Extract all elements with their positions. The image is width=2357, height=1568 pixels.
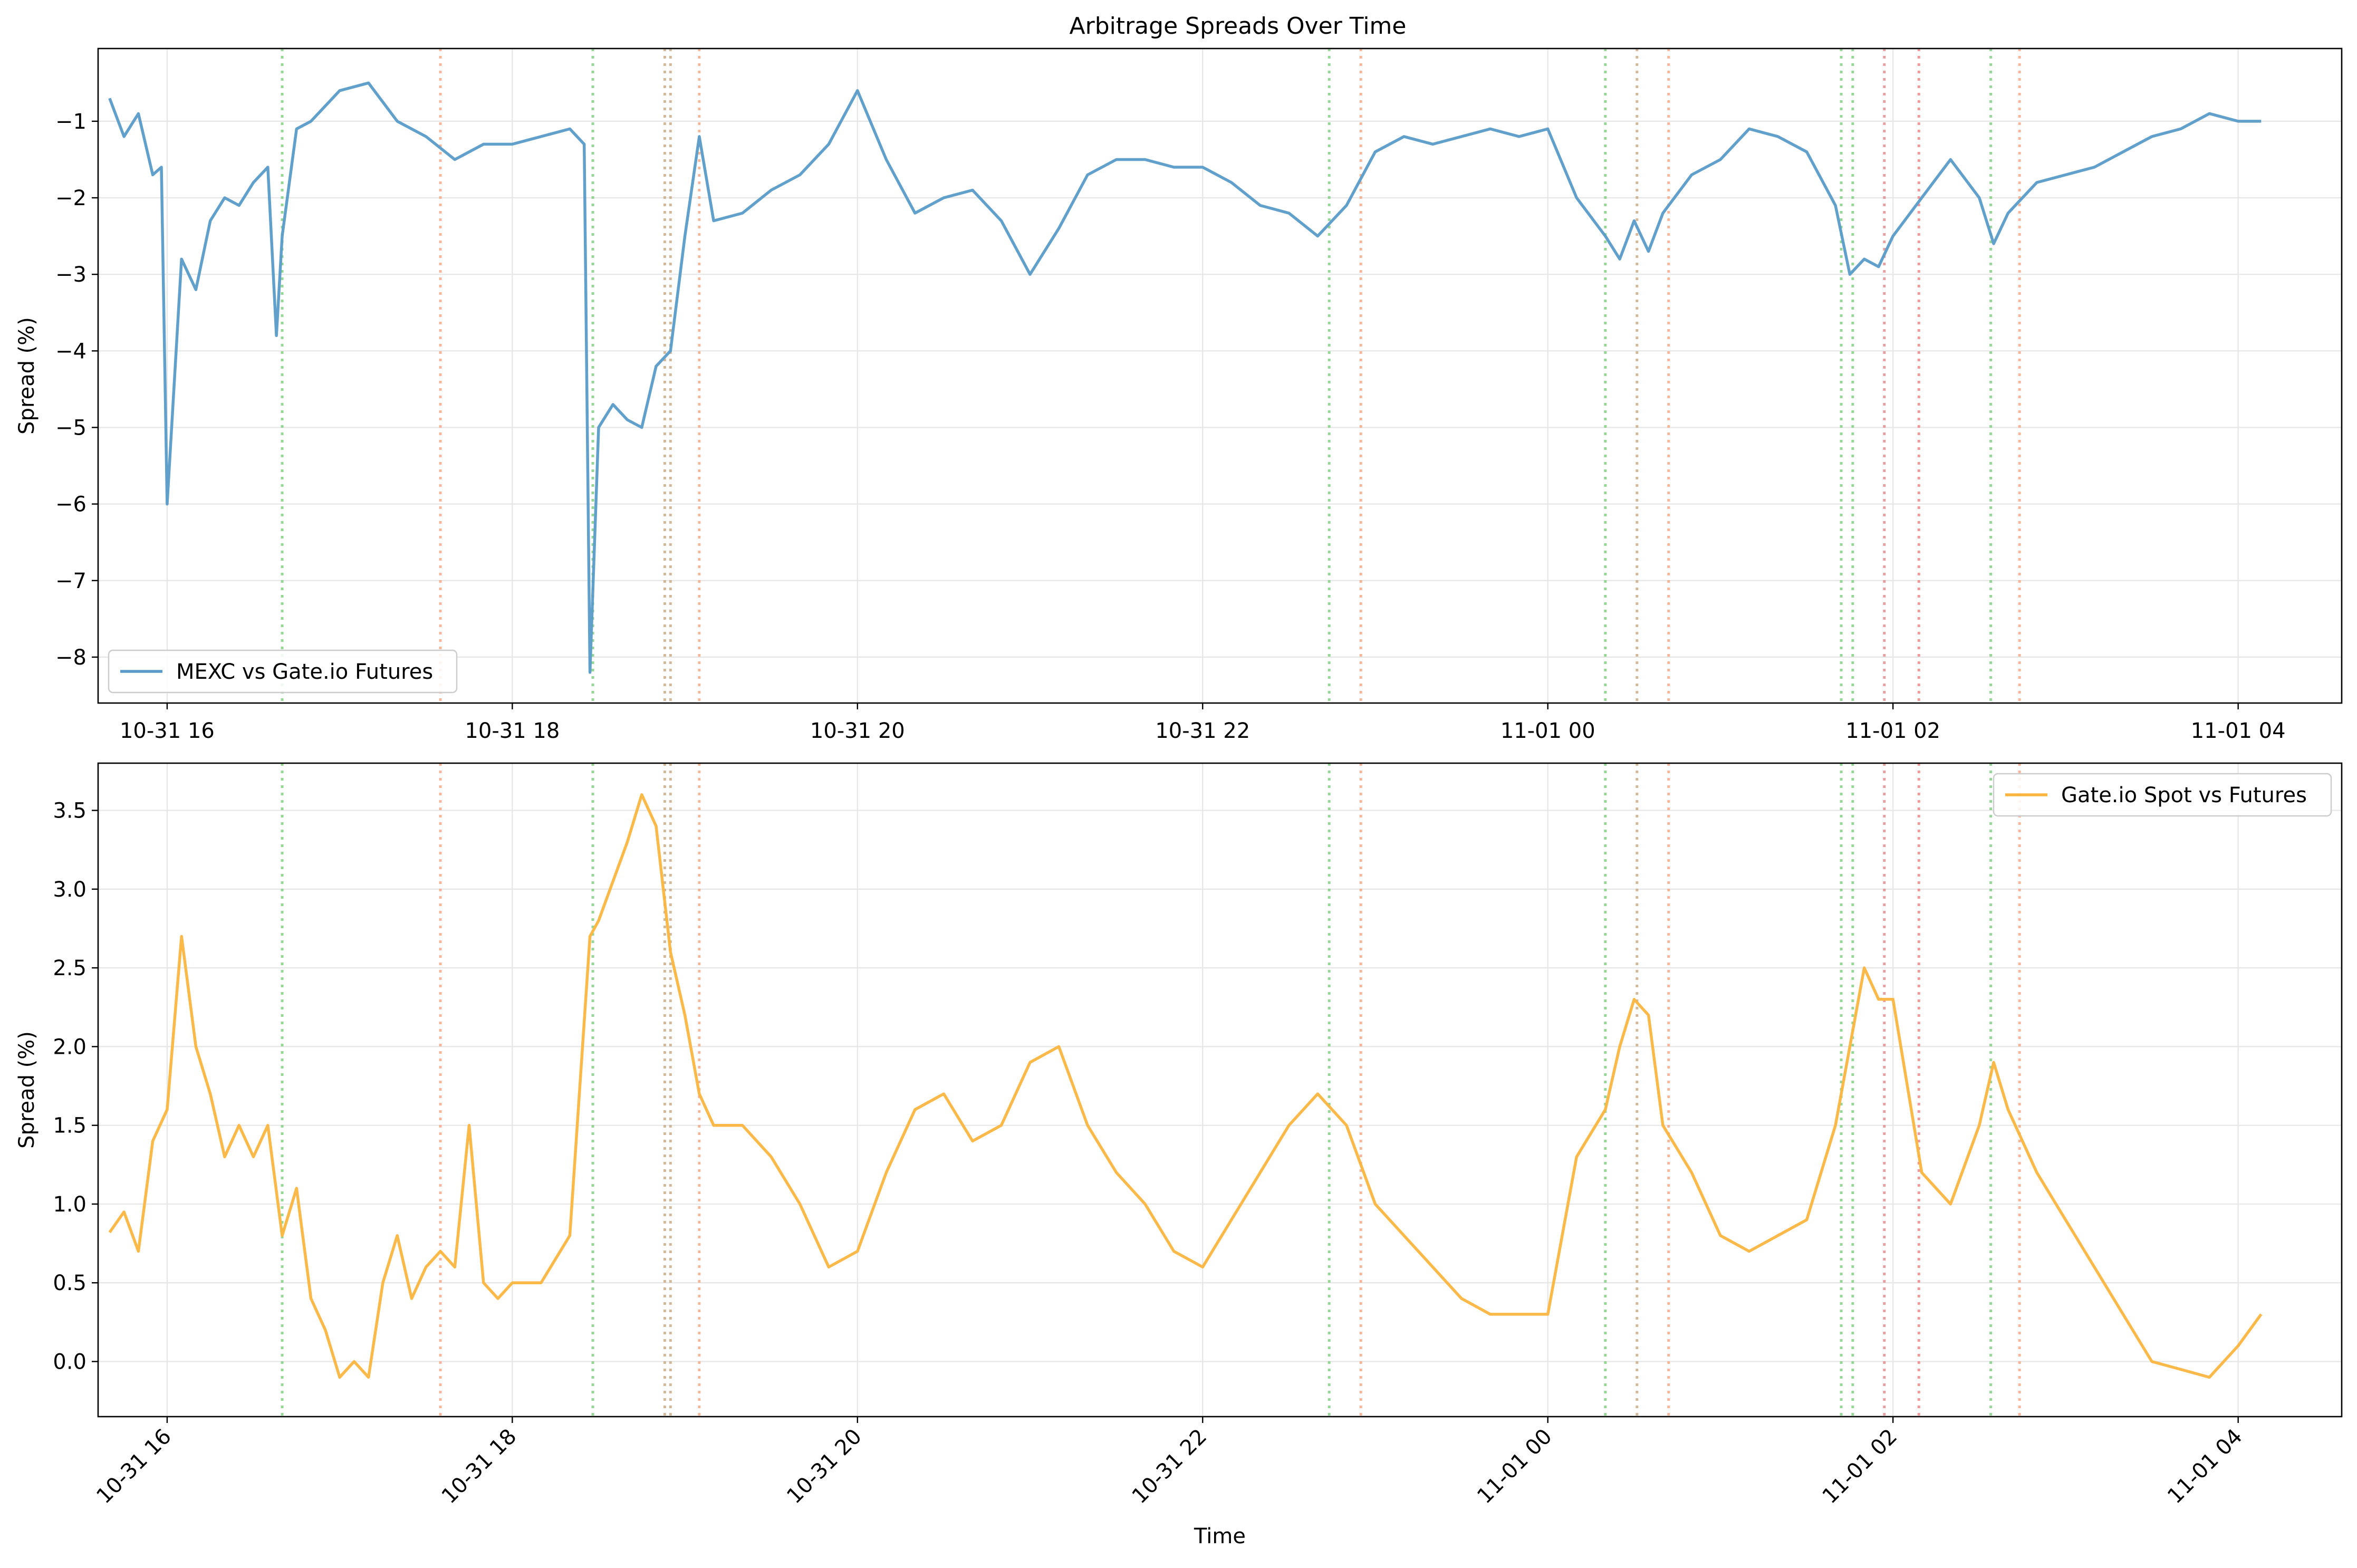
x-tick-label: 10-31 20 bbox=[810, 719, 905, 743]
x-axis-label: Time bbox=[1194, 1524, 1246, 1548]
y-tick-label: −3 bbox=[55, 263, 86, 287]
y-tick-label: 1.5 bbox=[53, 1114, 86, 1138]
y-tick-label: −4 bbox=[55, 339, 86, 363]
legend-box bbox=[108, 649, 458, 694]
panel-top: 10-31 16 10-31 18 10-31 20 10-31 22 11-01 00… bbox=[15, 47, 2343, 743]
axes-frame bbox=[97, 762, 2343, 1418]
y-tick-label: 2.5 bbox=[53, 956, 86, 980]
x-tick-label: 10-31 16 bbox=[120, 719, 215, 743]
y-tick-label: 3.5 bbox=[53, 799, 86, 823]
series-line-0 bbox=[108, 81, 2262, 674]
y-tick-label: 3.0 bbox=[53, 878, 86, 902]
x-tick-label: 11-01 02 bbox=[1845, 719, 1940, 743]
x-tick-label: 11-01 00 bbox=[1500, 719, 1595, 743]
figure-title: Arbitrage Spreads Over Time bbox=[1070, 13, 1407, 40]
y-axis-label: Spread (%) bbox=[15, 1031, 39, 1149]
y-axis-label: Spread (%) bbox=[15, 317, 39, 435]
y-tick-label: 0.5 bbox=[53, 1271, 86, 1295]
y-tick-label: −6 bbox=[55, 493, 86, 517]
legend-box bbox=[1993, 773, 2332, 817]
y-tick-label: 1.0 bbox=[53, 1192, 86, 1217]
y-tick-label: −7 bbox=[55, 569, 86, 593]
x-tick-label: 10-31 18 bbox=[465, 719, 560, 743]
y-tick-label: −5 bbox=[55, 416, 86, 440]
y-tick-label: −1 bbox=[55, 110, 86, 134]
axes-frame bbox=[97, 47, 2343, 704]
y-tick-label: 2.0 bbox=[53, 1035, 86, 1059]
y-tick-label: 0.0 bbox=[53, 1350, 86, 1374]
legend-label: MEXC vs Gate.io Futures bbox=[176, 660, 433, 684]
legend-label: Gate.io Spot vs Futures bbox=[2061, 783, 2307, 807]
y-tick-label: −2 bbox=[55, 186, 86, 210]
x-tick-label: 11-01 04 bbox=[2191, 719, 2286, 743]
series-line-0 bbox=[108, 793, 2263, 1379]
y-tick-label: −8 bbox=[55, 646, 86, 670]
x-tick-label: 10-31 22 bbox=[1155, 719, 1250, 743]
